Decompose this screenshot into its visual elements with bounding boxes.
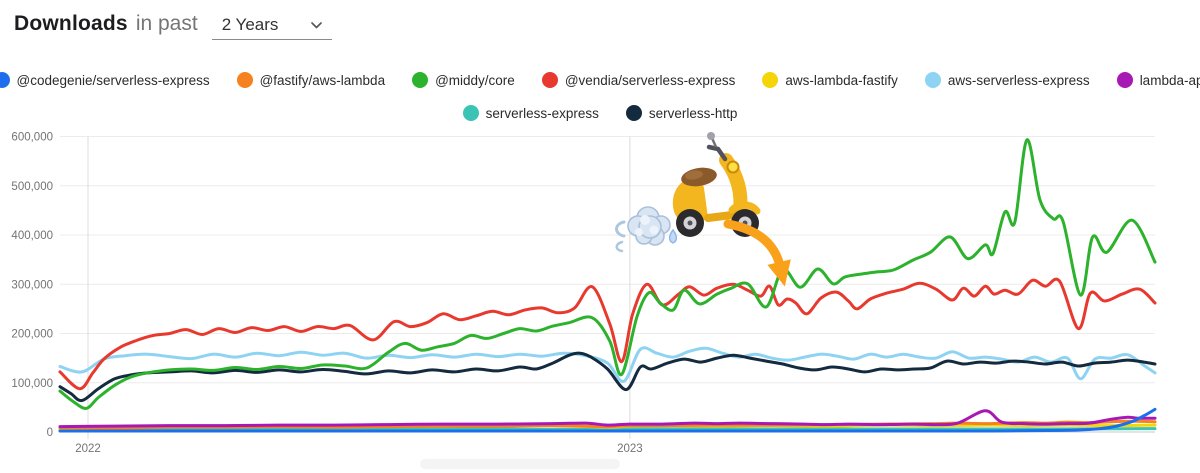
legend-label: @fastify/aws-lambda bbox=[259, 72, 386, 88]
legend-item-codegenie-serverless-express[interactable]: @codegenie/serverless-express bbox=[0, 72, 210, 88]
legend-color-dot bbox=[236, 72, 253, 88]
scooter-emoji bbox=[672, 132, 761, 237]
callout-arrow-to-middy-line bbox=[723, 219, 791, 287]
legend-item-lambda-api[interactable]: lambda-api bbox=[1116, 72, 1200, 88]
legend-color-dot bbox=[1116, 72, 1133, 88]
legend-row: @codegenie/serverless-express @fastify/aw… bbox=[0, 72, 1200, 88]
legend-label: aws-lambda-fastify bbox=[785, 72, 898, 88]
y-tick-label: 200,000 bbox=[11, 329, 53, 341]
y-tick-label: 500,000 bbox=[11, 181, 53, 193]
legend-color-dot bbox=[625, 105, 642, 121]
series-line-serverless-express bbox=[58, 427, 1157, 432]
legend-label: @vendia/serverless-express bbox=[564, 72, 736, 88]
y-tick-label: 300,000 bbox=[11, 279, 53, 291]
chevron-down-icon bbox=[310, 21, 322, 29]
time-range-value: 2 Years bbox=[221, 15, 279, 34]
legend-color-dot bbox=[412, 72, 429, 88]
y-tick-label: 600,000 bbox=[11, 132, 53, 144]
legend-label: @codegenie/serverless-express bbox=[16, 72, 210, 88]
dash-smoke-emoji bbox=[615, 206, 678, 253]
legend-label: aws-serverless-express bbox=[947, 72, 1090, 88]
y-tick-label: 400,000 bbox=[11, 230, 53, 242]
series-line-lambda-api bbox=[58, 409, 1157, 429]
legend-color-dot bbox=[924, 72, 941, 88]
legend-label: lambda-api bbox=[1139, 72, 1200, 88]
page-title-subtext: in past bbox=[135, 12, 198, 35]
y-tick-label: 0 bbox=[47, 427, 53, 439]
legend-color-dot bbox=[462, 105, 479, 121]
legend-item-aws-lambda-fastify[interactable]: aws-lambda-fastify bbox=[762, 72, 898, 88]
legend-item-aws-serverless-express[interactable]: aws-serverless-express bbox=[924, 72, 1090, 88]
horizontal-scrollbar-thumb[interactable] bbox=[420, 459, 620, 469]
legend-color-dot bbox=[762, 72, 779, 88]
series-line-codegenie-serverless-express bbox=[58, 407, 1157, 433]
series-line-middy-core bbox=[58, 138, 1157, 410]
x-tick-label: 2023 bbox=[617, 443, 643, 455]
time-range-select[interactable]: 2 Years bbox=[211, 15, 332, 40]
legend-item-middy-core[interactable]: @middy/core bbox=[412, 72, 515, 88]
legend-color-dot bbox=[541, 72, 558, 88]
x-tick-label: 2022 bbox=[75, 443, 101, 455]
legend-item-serverless-http[interactable]: serverless-http bbox=[625, 105, 738, 121]
downloads-line-chart: 0 100,000 200,000 300,000 400,000 500,000 600,… bbox=[11, 132, 1157, 455]
legend-item-vendia-serverless-express[interactable]: @vendia/serverless-express bbox=[541, 72, 736, 88]
legend-label: serverless-express bbox=[485, 105, 599, 121]
page-header: Downloads in past 2 Years bbox=[14, 12, 332, 40]
legend-color-dot bbox=[0, 72, 10, 88]
legend-item-serverless-express[interactable]: serverless-express bbox=[462, 105, 599, 121]
series-line-aws-serverless-express bbox=[58, 346, 1157, 383]
legend-row: serverless-express serverless-http bbox=[462, 105, 738, 121]
page-title: Downloads bbox=[14, 12, 128, 35]
legend-item-fastify-aws-lambda[interactable]: @fastify/aws-lambda bbox=[236, 72, 386, 88]
chart-legend: @codegenie/serverless-express @fastify/aw… bbox=[0, 72, 1200, 121]
y-tick-label: 100,000 bbox=[11, 378, 53, 390]
series-line-serverless-http bbox=[58, 351, 1157, 403]
legend-label: @middy/core bbox=[435, 72, 515, 88]
legend-label: serverless-http bbox=[648, 105, 738, 121]
